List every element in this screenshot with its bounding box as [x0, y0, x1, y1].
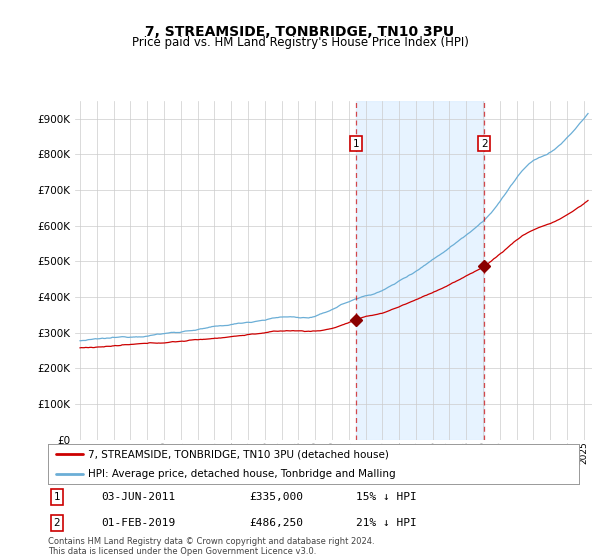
Bar: [356, 101, 484, 440]
Text: 7, STREAMSIDE, TONBRIDGE, TN10 3PU: 7, STREAMSIDE, TONBRIDGE, TN10 3PU: [145, 25, 455, 39]
Text: Price paid vs. HM Land Registry's House Price Index (HPI): Price paid vs. HM Land Registry's House …: [131, 36, 469, 49]
Text: £486,250: £486,250: [250, 518, 304, 528]
Text: 1: 1: [54, 492, 61, 502]
Text: 7, STREAMSIDE, TONBRIDGE, TN10 3PU (detached house): 7, STREAMSIDE, TONBRIDGE, TN10 3PU (deta…: [88, 449, 389, 459]
Text: 21% ↓ HPI: 21% ↓ HPI: [356, 518, 417, 528]
Text: £335,000: £335,000: [250, 492, 304, 502]
Text: 03-JUN-2011: 03-JUN-2011: [101, 492, 175, 502]
Text: 15% ↓ HPI: 15% ↓ HPI: [356, 492, 417, 502]
Text: 2: 2: [54, 518, 61, 528]
Text: 2: 2: [481, 138, 488, 148]
Text: Contains HM Land Registry data © Crown copyright and database right 2024.
This d: Contains HM Land Registry data © Crown c…: [48, 536, 374, 556]
Text: 1: 1: [352, 138, 359, 148]
Text: 01-FEB-2019: 01-FEB-2019: [101, 518, 175, 528]
Text: HPI: Average price, detached house, Tonbridge and Malling: HPI: Average price, detached house, Tonb…: [88, 469, 395, 479]
